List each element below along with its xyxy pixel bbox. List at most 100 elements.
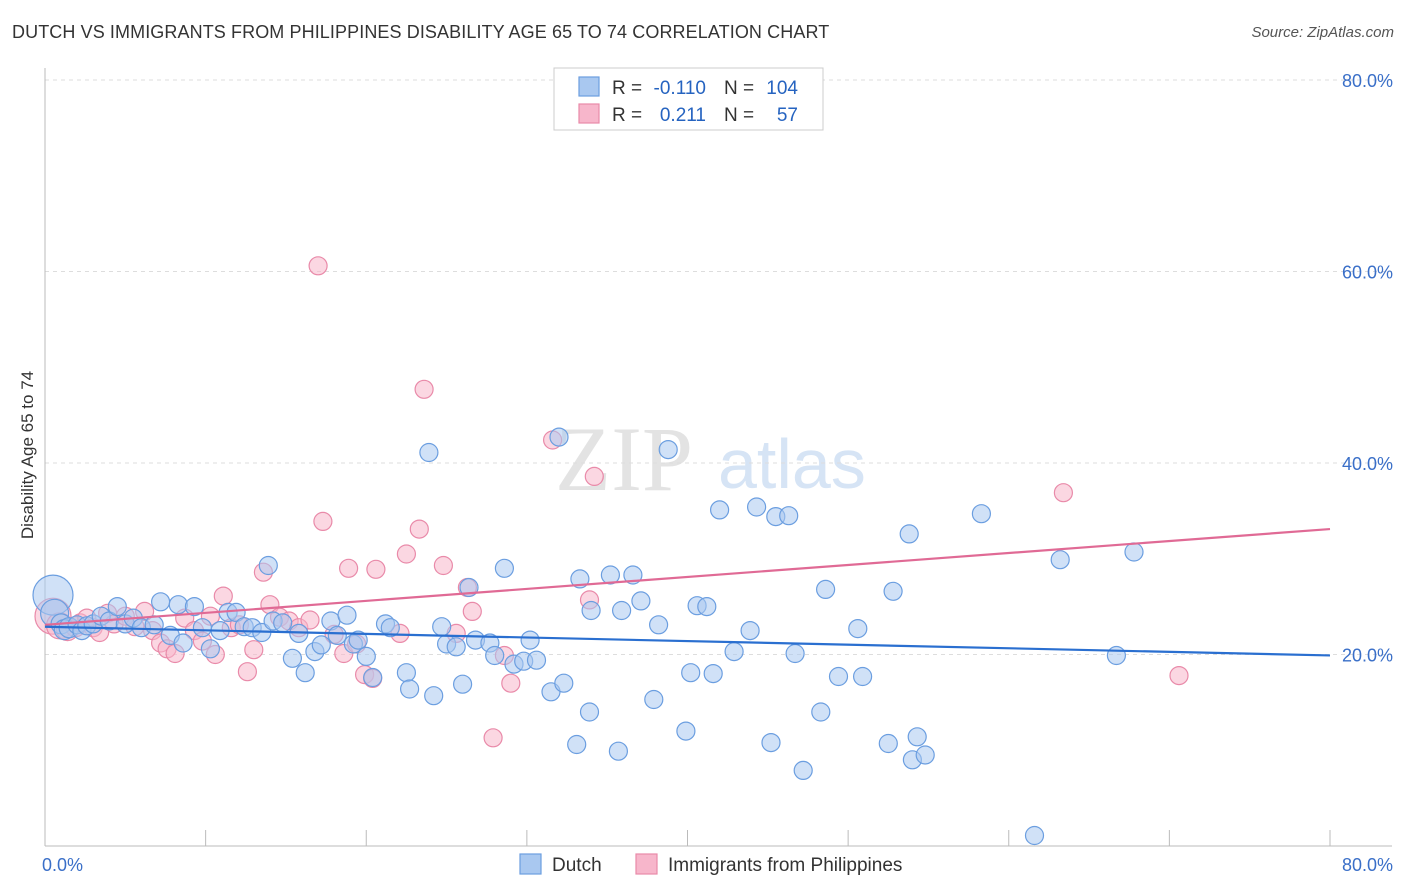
dutch-point-92 [811, 702, 831, 722]
philippines-point-46 [433, 555, 453, 576]
dutch-point-61 [520, 630, 540, 650]
y-tick-label-1: 40.0% [1342, 454, 1393, 474]
dutch-point-47 [400, 679, 420, 699]
watermark-zip: ZIP [555, 408, 693, 510]
dutch-point-82 [703, 663, 723, 684]
dutch-point-105 [1050, 550, 1070, 570]
dutch-point-20 [184, 596, 204, 617]
dutch-point-106 [1106, 645, 1127, 666]
dutch-point-76 [648, 615, 669, 635]
series-dutch-points [32, 427, 1144, 846]
dutch-point-66 [567, 734, 587, 755]
dutch-point-65 [554, 673, 574, 693]
dutch-point-39 [337, 605, 357, 625]
dutch-point-86 [746, 497, 767, 517]
dutch-point-22 [200, 639, 220, 659]
philippines-point-49 [462, 601, 482, 622]
philippines-point-32 [300, 610, 320, 630]
philippines-point-55 [584, 466, 604, 486]
dutch-point-43 [363, 667, 383, 688]
dutch-point-48 [419, 442, 439, 463]
philippines-point-22 [213, 586, 233, 606]
dutch-point-42 [356, 646, 376, 667]
dutch-point-34 [295, 663, 315, 683]
y-tick-labels: 20.0% 40.0% 60.0% 80.0% [1342, 71, 1393, 666]
dutch-point-38 [327, 625, 347, 646]
dutch-point-79 [681, 663, 701, 683]
y-axis-title: Disability Age 65 to 74 [18, 371, 37, 539]
dutch-point-70 [600, 565, 621, 585]
dutch-point-107 [1124, 542, 1144, 562]
dutch-point-53 [453, 674, 473, 694]
dutch-point-98 [883, 581, 903, 601]
dutch-point-87 [761, 732, 781, 753]
dutch-point-41 [348, 630, 368, 650]
dutch-point-77 [658, 440, 678, 460]
dutch-point-19 [173, 633, 193, 653]
bottom-legend-label-philippines: Immigrants from Philippines [668, 855, 902, 876]
bottom-legend-swatch-philippines [635, 853, 658, 875]
trend-line-dutch [44, 625, 1331, 657]
dutch-point-11 [107, 596, 127, 617]
y-tick-label-0: 20.0% [1342, 646, 1393, 666]
trend-lines [44, 527, 1331, 657]
legend-r-label-2: R = [612, 105, 642, 126]
dutch-point-31 [273, 613, 293, 633]
legend-swatch-dutch [578, 76, 600, 97]
dutch-point-104 [1024, 825, 1045, 846]
dutch-point-67 [570, 569, 590, 589]
philippines-point-26 [244, 640, 264, 660]
legend-n-label-1: N = [724, 78, 754, 99]
legend-n-value-1: 104 [766, 78, 798, 99]
dutch-point-71 [608, 741, 629, 761]
dutch-point-83 [709, 500, 730, 520]
y-tick-label-2: 60.0% [1342, 263, 1393, 283]
source-label: Source: ZipAtlas.com [1251, 24, 1394, 41]
dutch-point-15 [144, 615, 164, 635]
gridlines [45, 79, 1392, 655]
dutch-point-32 [282, 648, 302, 668]
legend-n-label-2: N = [724, 105, 754, 126]
dutch-point-46 [396, 663, 416, 683]
dutch-point-78 [676, 721, 696, 741]
philippines-point-34 [313, 511, 333, 532]
dutch-point-85 [740, 620, 760, 641]
philippines-point-45 [414, 379, 434, 399]
philippines-point-33 [308, 256, 328, 276]
dutch-point-68 [579, 702, 600, 722]
watermark: ZIP atlas [555, 408, 866, 510]
x-axis-ticks [44, 830, 1331, 846]
bottom-legend-label-dutch: Dutch [552, 855, 602, 876]
dutch-point-58 [494, 558, 514, 578]
legend-top: R = -0.110 N = 104 R = 0.211 N = 57 [553, 67, 824, 131]
dutch-point-103 [971, 504, 992, 524]
dutch-point-64 [549, 427, 569, 447]
dutch-point-25 [226, 602, 246, 623]
dutch-point-84 [724, 641, 744, 662]
legend-n-value-2: 57 [777, 105, 798, 126]
dutch-point-97 [878, 733, 898, 754]
dutch-point-36 [311, 635, 331, 655]
dutch-point-50 [432, 617, 452, 637]
dutch-point-52 [446, 637, 466, 657]
bottom-legend-swatch-dutch [519, 853, 542, 875]
dutch-point-81 [697, 596, 717, 617]
dutch-point-91 [793, 760, 813, 781]
dutch-point-93 [815, 579, 836, 600]
watermark-atlas: atlas [718, 425, 866, 503]
dutch-point-95 [848, 618, 868, 639]
dutch-point-73 [623, 565, 643, 585]
dutch-point-72 [611, 600, 632, 621]
philippines-point-25 [237, 662, 257, 682]
dutch-point-102 [915, 745, 935, 765]
x-tick-label-0: 0.0% [42, 855, 83, 875]
y-tick-label-3: 80.0% [1342, 71, 1393, 91]
dutch-point-16 [151, 592, 171, 612]
philippines-point-57 [1169, 665, 1189, 686]
dutch-point-18 [168, 595, 188, 615]
x-tick-label-1: 80.0% [1342, 855, 1393, 875]
dutch-point-75 [644, 689, 664, 710]
dutch-point-21 [192, 618, 212, 638]
trend-line-philippines [44, 527, 1331, 626]
